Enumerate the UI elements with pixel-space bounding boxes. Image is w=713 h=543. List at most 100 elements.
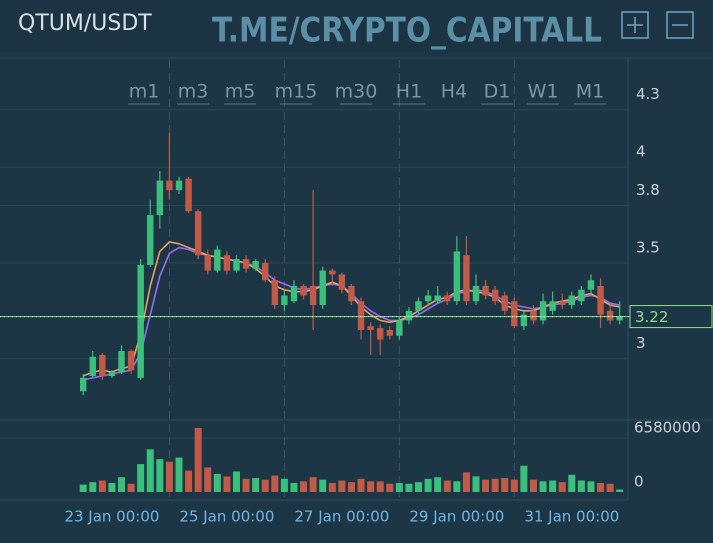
candle-body: [79, 377, 87, 392]
y-tick-label: 3.5: [636, 238, 660, 256]
timeframe-button[interactable]: m30: [335, 81, 378, 103]
candle-body: [520, 314, 528, 327]
timeframe-button[interactable]: H4: [441, 81, 467, 103]
candle-body: [108, 372, 116, 376]
candle-body: [587, 280, 595, 290]
zoom-out-button[interactable]: [666, 11, 694, 39]
candle-body: [166, 180, 173, 191]
volume-bar: [242, 478, 250, 492]
candle-body: [147, 215, 154, 265]
volume-bar: [357, 478, 365, 492]
candle-body: [424, 295, 432, 302]
candle-body: [175, 180, 183, 191]
candle-body: [204, 255, 211, 271]
candle-body: [578, 289, 585, 302]
volume-bar: [328, 482, 336, 492]
candle-body: [233, 259, 240, 271]
timeframe-button[interactable]: m5: [225, 81, 256, 103]
volume-bar: [223, 476, 231, 492]
volume-bar: [529, 479, 537, 492]
candle-body: [89, 356, 96, 376]
volume-bar: [290, 482, 298, 492]
x-tick-label: 31 Jan 00:00: [524, 508, 619, 526]
timeframe-button[interactable]: m15: [275, 81, 318, 103]
volume-bar: [309, 477, 317, 492]
volume-bar: [204, 467, 212, 492]
candle-body: [530, 310, 537, 321]
x-tick-label: 29 Jan 00:00: [409, 508, 504, 526]
price-label: 3.22: [635, 308, 668, 326]
candle-body: [501, 295, 508, 311]
volume-bar: [127, 483, 135, 492]
volume-bar: [232, 471, 240, 492]
candle-body: [271, 280, 279, 306]
candle-body: [549, 301, 556, 311]
candle-body: [137, 264, 144, 378]
y-tick-label: 4: [636, 143, 646, 161]
volume-bar: [319, 479, 327, 492]
header: [0, 0, 713, 52]
candle-body: [386, 329, 393, 336]
candle-body: [367, 326, 374, 330]
volume-bar: [98, 480, 106, 492]
x-tick-label: 27 Jan 00:00: [294, 508, 389, 526]
candle-body: [348, 285, 355, 302]
candle-body: [319, 270, 326, 306]
volume-bar: [549, 480, 557, 492]
volume-bar: [577, 480, 585, 492]
candle-body: [194, 211, 202, 256]
candle-body: [338, 274, 346, 290]
volume-bar: [415, 482, 423, 492]
candle-body: [616, 316, 623, 321]
volume-bar: [137, 464, 145, 492]
volume-bar: [156, 459, 164, 492]
candle-body: [444, 295, 451, 302]
candle-body: [156, 180, 164, 216]
volume-bar: [89, 482, 97, 492]
volume-bar: [338, 480, 346, 492]
volume-bar: [300, 481, 308, 492]
volume-bar: [453, 481, 461, 492]
candle-body: [606, 310, 614, 321]
y-tick-label: 3.8: [636, 181, 660, 199]
candle-body: [242, 259, 250, 269]
timeframe-button[interactable]: m3: [178, 81, 209, 103]
volume-bar: [443, 480, 451, 492]
volume-bar: [539, 481, 547, 492]
volume-tick-label: 6580000: [634, 418, 701, 436]
volume-bar: [79, 484, 87, 492]
volume-bar: [424, 478, 432, 492]
candle-body: [434, 295, 441, 302]
volume-bar: [482, 479, 490, 492]
volume-bar: [386, 483, 394, 492]
candle-body: [357, 301, 365, 330]
volume-bar: [520, 465, 528, 492]
volume-bar: [118, 477, 126, 492]
timeframe-button[interactable]: H1: [396, 81, 422, 103]
volume-bar: [587, 481, 595, 492]
timeframe-button[interactable]: W1: [528, 81, 559, 103]
timeframe-button[interactable]: m1: [129, 81, 160, 103]
candle-body: [262, 262, 269, 281]
candle-body: [300, 285, 307, 296]
volume-bar: [280, 478, 288, 492]
candle-body: [396, 320, 403, 336]
candle-body: [415, 301, 422, 311]
volume-bar: [252, 478, 260, 492]
volume-bar: [146, 449, 154, 492]
volume-bar: [347, 482, 355, 492]
zoom-in-button[interactable]: [621, 11, 649, 39]
candle-body: [223, 255, 231, 271]
volume-bar: [271, 475, 279, 492]
candle-body: [463, 255, 470, 302]
candle-body: [453, 251, 461, 302]
timeframe-button[interactable]: D1: [484, 81, 511, 103]
volume-bar: [510, 479, 518, 492]
candle-body: [511, 301, 518, 327]
volume-bar: [568, 474, 576, 492]
candle-body: [185, 178, 192, 212]
timeframe-button[interactable]: M1: [576, 81, 604, 103]
price-label-box: [629, 305, 713, 329]
candle-body: [472, 285, 480, 302]
